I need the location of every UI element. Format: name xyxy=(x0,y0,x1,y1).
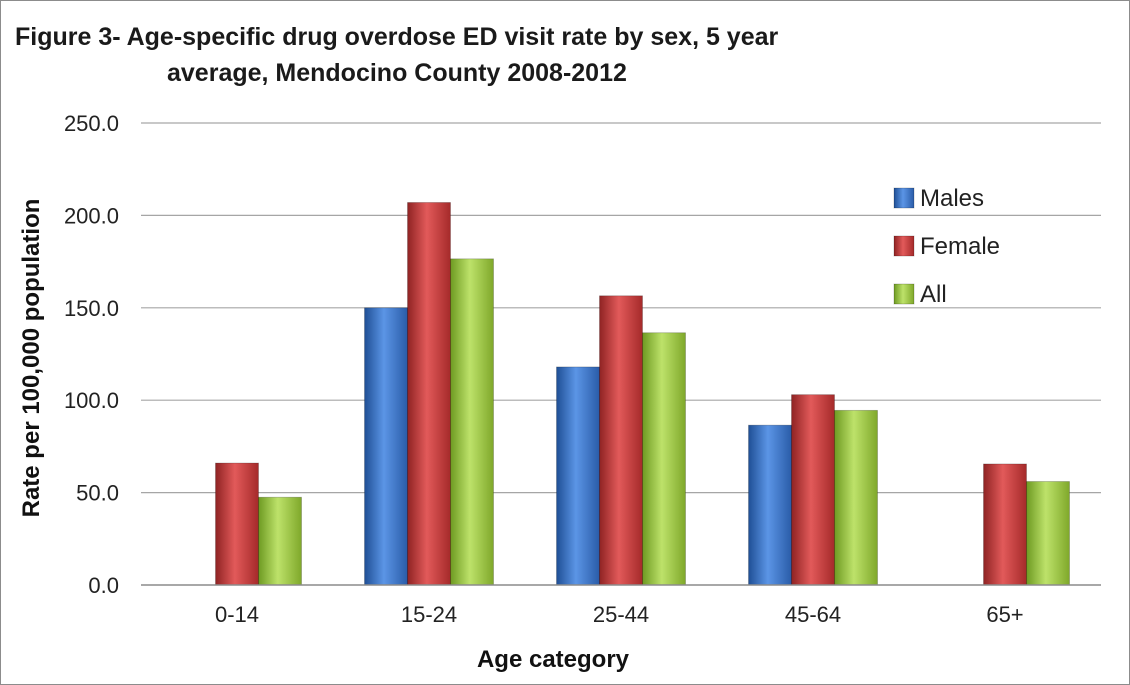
chart-title-line2: average, Mendocino County 2008-2012 xyxy=(167,59,627,87)
legend: Males Female All xyxy=(893,185,1000,308)
y-tick-label: 0.0 xyxy=(88,573,119,598)
x-tick-label: 15-24 xyxy=(401,602,457,627)
x-tick-label: 25-44 xyxy=(593,602,649,627)
legend-swatch-all xyxy=(893,283,915,305)
y-tick-label: 200.0 xyxy=(64,203,119,228)
bar-males-25-44 xyxy=(556,366,600,586)
bar-males-45-64 xyxy=(748,424,792,586)
y-tick-label: 50.0 xyxy=(76,481,119,506)
y-tick-label: 250.0 xyxy=(64,111,119,136)
bar-female-0-14 xyxy=(215,462,259,586)
bar-female-65+ xyxy=(983,463,1027,586)
bar-males-15-24 xyxy=(364,307,408,586)
chart-title-line1: Figure 3- Age-specific drug overdose ED … xyxy=(15,23,779,51)
x-tick-label: 0-14 xyxy=(215,602,259,627)
y-tick-label: 100.0 xyxy=(64,388,119,413)
bar-all-45-64 xyxy=(834,409,878,586)
x-tick-label: 45-64 xyxy=(785,602,841,627)
y-axis-title: Rate per 100,000 population xyxy=(18,199,45,518)
bar-female-25-44 xyxy=(599,295,643,586)
bar-all-0-14 xyxy=(258,496,302,586)
bar-all-25-44 xyxy=(642,332,686,586)
y-tick-label: 150.0 xyxy=(64,296,119,321)
x-axis-ticks: 0-14 15-24 25-44 45-64 65+ xyxy=(215,602,1024,627)
bar-all-15-24 xyxy=(450,258,494,586)
bar-female-45-64 xyxy=(791,394,835,586)
legend-swatch-female xyxy=(893,235,915,257)
x-axis-title: Age category xyxy=(477,646,630,673)
legend-label-female: Female xyxy=(920,233,1000,260)
x-tick-label: 65+ xyxy=(986,602,1023,627)
y-axis-ticks: 0.0 50.0 100.0 150.0 200.0 250.0 xyxy=(64,111,119,598)
bar-female-15-24 xyxy=(407,202,451,586)
legend-swatch-males xyxy=(893,187,915,209)
legend-label-all: All xyxy=(920,281,947,308)
bars xyxy=(215,202,1070,586)
bar-all-65+ xyxy=(1026,481,1070,586)
legend-label-males: Males xyxy=(920,185,984,212)
